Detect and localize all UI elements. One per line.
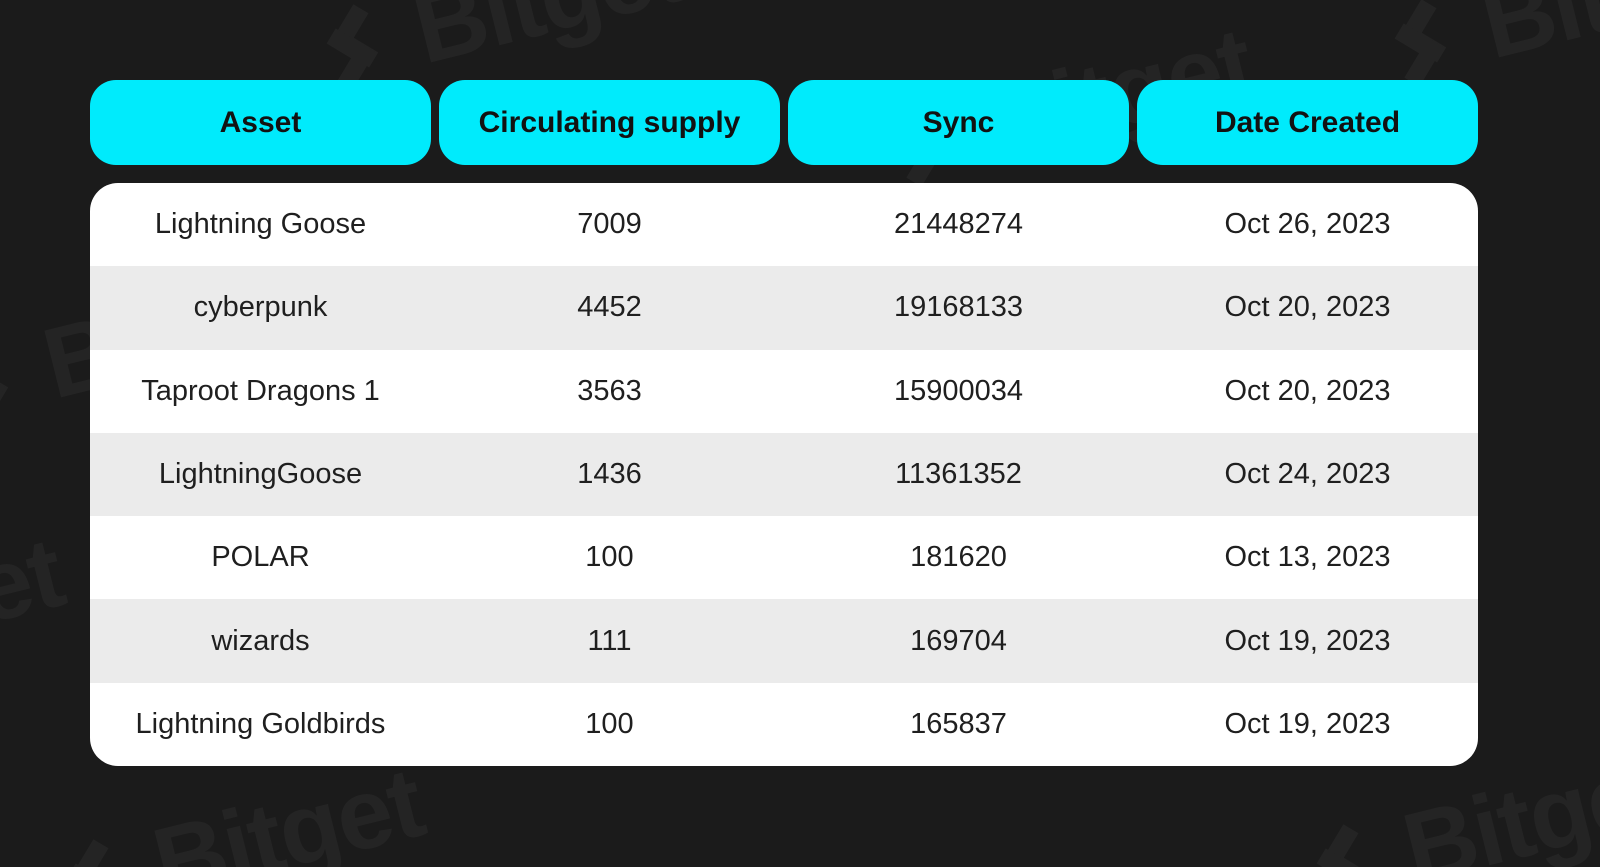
cell-sync: 11361352 (895, 457, 1022, 490)
column-header-asset: Asset (90, 80, 431, 165)
cell-date-created: Oct 26, 2023 (1224, 208, 1391, 241)
table-row: Lightning Goldbirds 100 165837 Oct 19, 2… (90, 683, 1478, 766)
cell-date-created: Oct 24, 2023 (1224, 457, 1391, 490)
cell-circulating-supply: 3563 (577, 374, 642, 407)
cell-date-created: Oct 20, 2023 (1224, 291, 1391, 324)
cell-asset: Taproot Dragons 1 (141, 374, 380, 407)
cell-circulating-supply: 100 (585, 541, 634, 574)
bitget-watermark-text: Bitget (0, 516, 74, 691)
bitget-logo-icon (66, 838, 119, 867)
table-body-card: Lightning Goose 7009 21448274 Oct 26, 20… (90, 183, 1478, 766)
bitget-logo-icon (1316, 823, 1369, 867)
cell-date-created: Oct 19, 2023 (1224, 707, 1391, 740)
cell-date-created: Oct 19, 2023 (1224, 624, 1391, 657)
table-row: POLAR 100 181620 Oct 13, 2023 (90, 516, 1478, 599)
bitget-watermark-text: Bitget (1470, 0, 1600, 82)
cell-sync: 169704 (910, 624, 1007, 657)
cell-asset: cyberpunk (193, 291, 328, 324)
table-row: wizards 111 169704 Oct 19, 2023 (90, 599, 1478, 683)
cell-circulating-supply: 7009 (577, 208, 642, 241)
table-row: Lightning Goose 7009 21448274 Oct 26, 20… (90, 183, 1478, 266)
cell-asset: Lightning Goose (154, 208, 367, 241)
bitget-logo-icon (0, 338, 9, 427)
table-header-row: Asset Circulating supply Sync Date Creat… (90, 80, 1478, 165)
table-row: Taproot Dragons 1 3563 15900034 Oct 20, … (90, 350, 1478, 433)
cell-date-created: Oct 13, 2023 (1224, 541, 1391, 574)
cell-asset: wizards (211, 624, 310, 657)
cell-sync: 181620 (910, 541, 1007, 574)
cell-date-created: Oct 20, 2023 (1224, 374, 1391, 407)
column-header-circulating-supply: Circulating supply (439, 80, 780, 165)
bitget-watermark-text: Bitget (402, 0, 693, 87)
cell-sync: 19168133 (893, 291, 1024, 324)
table-row: LightningGoose 1436 11361352 Oct 24, 202… (90, 432, 1478, 517)
cell-sync: 21448274 (893, 208, 1024, 241)
column-header-date-created: Date Created (1137, 80, 1478, 165)
cell-asset: POLAR (211, 541, 310, 574)
cell-circulating-supply: 4452 (577, 291, 642, 324)
cell-circulating-supply: 100 (585, 707, 634, 740)
column-header-sync: Sync (788, 80, 1129, 165)
bitget-watermark: Bitget (0, 515, 74, 720)
cell-asset: LightningGoose (158, 457, 363, 490)
cell-sync: 165837 (910, 707, 1007, 740)
cell-circulating-supply: 111 (587, 624, 632, 657)
cell-sync: 15900034 (893, 374, 1024, 407)
cell-asset: Lightning Goldbirds (135, 707, 386, 740)
table-row: cyberpunk 4452 19168133 Oct 20, 2023 (90, 266, 1478, 350)
cell-circulating-supply: 1436 (577, 457, 642, 490)
